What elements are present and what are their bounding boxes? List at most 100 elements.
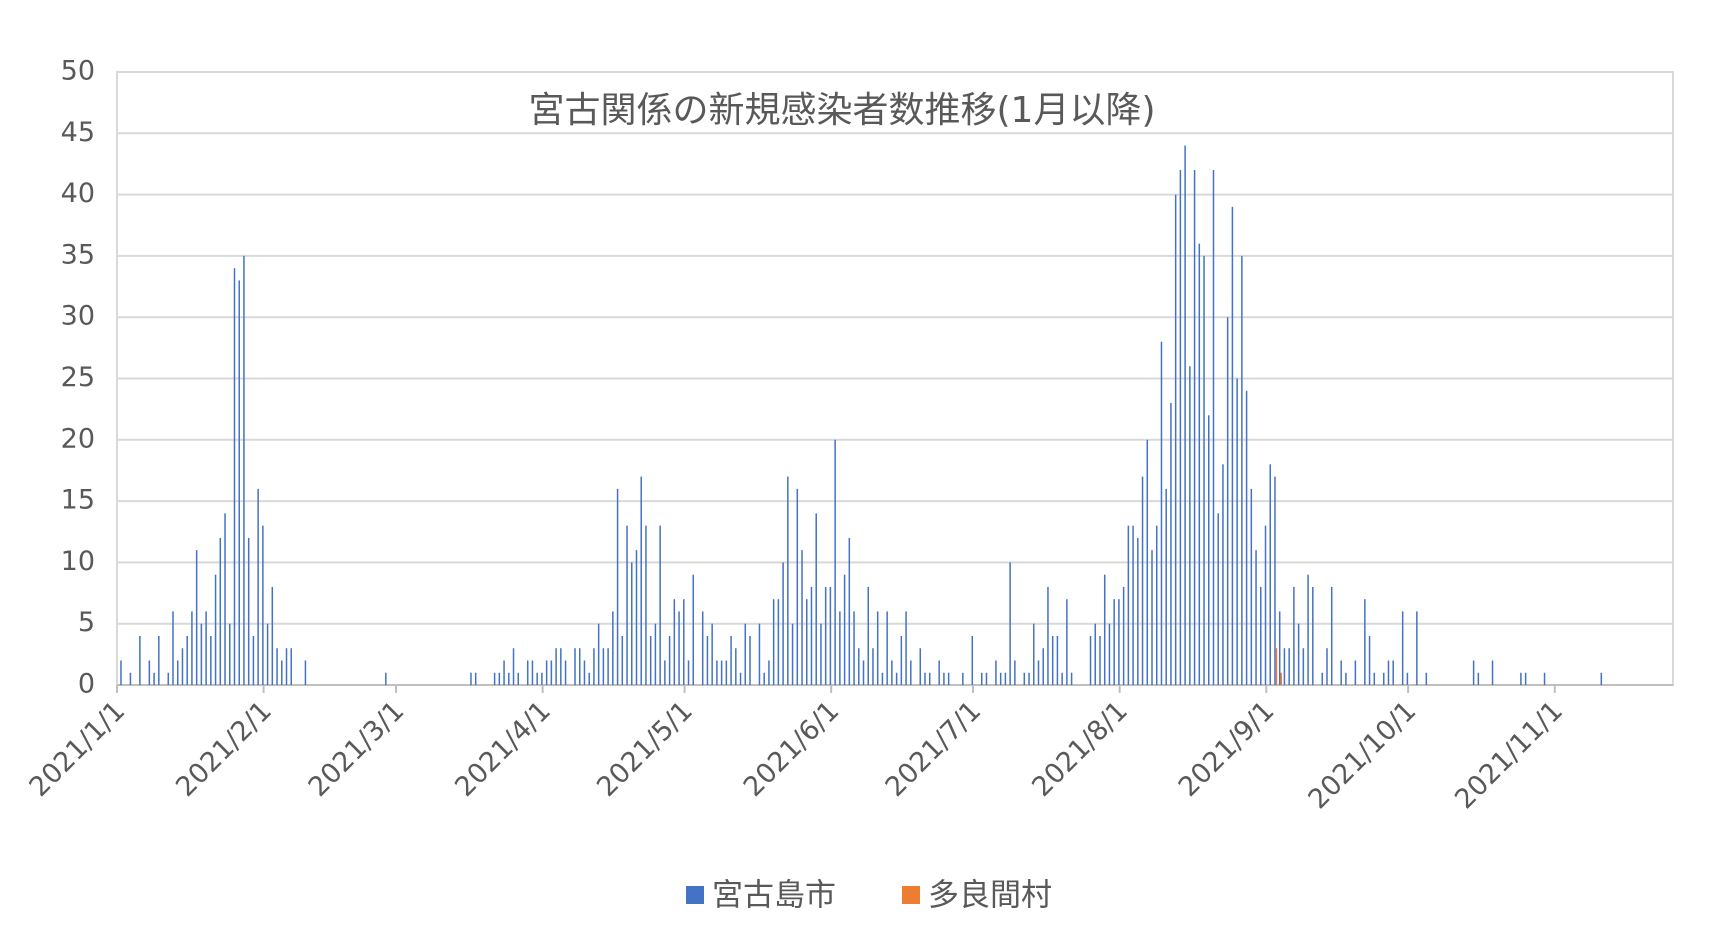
bar	[668, 635, 671, 685]
bar	[176, 660, 179, 685]
bar	[1524, 672, 1527, 685]
bar	[716, 660, 718, 685]
bar	[578, 648, 581, 685]
bar	[1425, 672, 1428, 685]
bar	[1099, 635, 1101, 685]
x-tick-label: 2021/7/1	[880, 695, 988, 803]
bar	[730, 635, 732, 685]
y-tick-label: 5	[78, 607, 95, 638]
bar	[1212, 170, 1215, 685]
bar	[796, 488, 799, 685]
bar	[867, 586, 869, 685]
bar	[1321, 672, 1324, 685]
bar	[758, 623, 761, 685]
bar	[810, 586, 813, 685]
bar	[1023, 672, 1026, 685]
bar	[938, 660, 940, 685]
bar	[1222, 464, 1224, 685]
bar	[470, 672, 472, 685]
bar	[1307, 574, 1309, 685]
bar	[725, 660, 728, 685]
bar	[1127, 525, 1130, 685]
bar	[583, 660, 586, 685]
bar	[593, 648, 595, 685]
bar	[1255, 550, 1257, 685]
bar	[924, 672, 926, 685]
bar	[744, 623, 747, 685]
bar	[763, 672, 765, 685]
bar	[1600, 672, 1603, 685]
bar	[526, 660, 529, 685]
bar	[829, 586, 832, 685]
bar	[247, 537, 250, 685]
bar	[158, 635, 160, 685]
bar	[843, 574, 846, 685]
bar	[872, 648, 874, 685]
bar	[1141, 476, 1144, 685]
bar	[285, 648, 288, 685]
bar	[1278, 611, 1281, 685]
bar	[678, 611, 680, 685]
bar	[148, 660, 151, 685]
y-tick-label: 40	[61, 178, 95, 209]
bar	[1155, 525, 1158, 685]
bar	[1174, 194, 1177, 685]
bar	[801, 550, 803, 685]
bar	[1543, 672, 1546, 685]
bar	[1345, 672, 1347, 685]
bar	[815, 513, 817, 685]
bar	[1151, 550, 1153, 685]
bar	[1302, 648, 1305, 685]
y-tick-label: 25	[61, 362, 95, 393]
y-tick-label: 15	[61, 485, 95, 516]
bar	[474, 672, 477, 685]
bar	[1113, 599, 1115, 685]
bar	[243, 255, 245, 685]
bar	[654, 623, 657, 685]
x-tick-label: 2021/3/1	[303, 695, 411, 803]
bar	[787, 476, 789, 685]
x-tick-label: 2021/6/1	[738, 695, 846, 803]
bar	[687, 660, 690, 685]
bar	[640, 476, 642, 685]
bar	[971, 635, 974, 685]
y-tick-label: 35	[61, 239, 95, 270]
bar	[120, 660, 122, 685]
bar	[1364, 599, 1366, 685]
bar	[1283, 648, 1286, 685]
bar	[1094, 623, 1097, 685]
bar	[191, 611, 193, 685]
bar	[1383, 672, 1385, 685]
bar	[503, 660, 505, 685]
bar	[711, 623, 713, 685]
bar	[1477, 672, 1480, 685]
bar	[607, 648, 609, 685]
bar	[550, 660, 553, 685]
bar	[626, 525, 628, 685]
bar	[200, 623, 203, 685]
bar	[181, 648, 184, 685]
bar	[612, 611, 614, 685]
x-tick-label: 2021/4/1	[449, 695, 557, 803]
bar	[1208, 415, 1210, 685]
bar	[1340, 660, 1342, 685]
bar	[560, 648, 562, 685]
bar	[820, 623, 822, 685]
bar	[1217, 513, 1219, 685]
bar	[1056, 635, 1059, 685]
bar	[806, 599, 808, 685]
bar	[999, 672, 1002, 685]
bar	[701, 611, 704, 685]
bar	[1061, 672, 1063, 685]
legend-label: 多良間村	[928, 878, 1052, 914]
bar	[706, 635, 709, 685]
bar	[262, 525, 264, 685]
bar	[1401, 611, 1404, 685]
bar	[1189, 366, 1191, 685]
bar	[1491, 660, 1494, 685]
bar	[1103, 574, 1106, 685]
bar	[910, 660, 912, 685]
x-tick-label: 2021/10/1	[1303, 695, 1423, 815]
bar	[1312, 586, 1314, 685]
